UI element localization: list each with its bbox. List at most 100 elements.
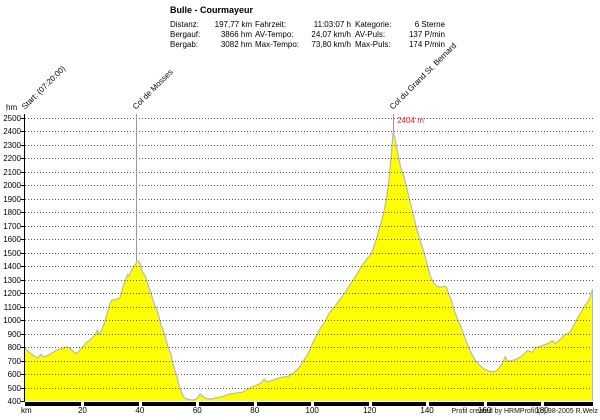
stat-value: 197,77 km <box>214 20 252 29</box>
stat-value: 3866 hm <box>220 30 252 39</box>
x-axis-label: km <box>21 406 32 415</box>
stat-label: AV-Tempo: <box>255 30 294 39</box>
y-tick-label: 500 <box>7 383 21 393</box>
gridline <box>25 158 593 160</box>
y-tick-label: 1500 <box>3 248 21 258</box>
elevation-fill <box>25 130 593 401</box>
y-tick-mark <box>21 212 24 214</box>
elevation-outline <box>25 131 593 400</box>
y-tick-mark <box>21 293 24 295</box>
y-tick-label: 2300 <box>3 140 21 150</box>
x-scale-gap <box>540 402 544 406</box>
stat-value: 174 P/min <box>408 40 445 49</box>
y-tick-mark <box>21 158 24 160</box>
x-tick-label: 80 <box>250 406 260 415</box>
y-tick-mark <box>21 252 24 254</box>
y-tick-label: 1900 <box>3 194 21 204</box>
y-axis-label: hm <box>6 103 18 112</box>
y-tick-mark <box>21 118 24 119</box>
gridline <box>25 374 593 376</box>
stats-column-time-speed: Fahrzeit: 11:03:07 h AV-Tempo: 24,07 km/h Ma… <box>255 20 351 50</box>
y-tick-mark <box>21 266 24 268</box>
y-tick-mark <box>21 131 24 133</box>
gridline <box>25 239 593 241</box>
gridline <box>25 252 593 254</box>
y-tick-label: 1800 <box>3 208 21 218</box>
y-tick-mark <box>21 185 24 187</box>
x-tick-label: 60 <box>192 406 202 415</box>
marker-line-2 <box>393 114 395 131</box>
y-tick-label: 1400 <box>3 262 21 272</box>
stat-label: Bergauf: <box>170 30 201 39</box>
gridline <box>25 320 593 322</box>
x-tick-label: 140 <box>420 406 434 415</box>
page-title: Bulle - Courmayeur <box>170 5 254 15</box>
x-scale-gap <box>368 402 372 406</box>
gridline <box>25 266 593 268</box>
y-tick-mark <box>21 198 24 200</box>
y-tick-mark <box>21 374 24 376</box>
y-tick-label: 1300 <box>3 275 21 285</box>
y-tick-label: 1100 <box>3 302 21 312</box>
x-tick-label: 20 <box>77 406 87 415</box>
y-tick-label: 400 <box>7 397 21 406</box>
stat-value: 24,07 km/h <box>311 30 351 39</box>
gridline <box>25 347 593 349</box>
y-tick-mark <box>21 333 24 335</box>
y-tick-mark <box>21 279 24 281</box>
x-scale-gap <box>138 402 142 406</box>
stat-label: Max-Puls: <box>355 40 391 49</box>
y-tick-label: 1000 <box>3 316 21 326</box>
x-tick-label: 100 <box>305 406 319 415</box>
stat-value: 137 P/min <box>408 30 445 39</box>
elevation-area-series <box>25 118 593 401</box>
marker-label-0: Start: (07:20:00) <box>19 64 68 112</box>
stat-label: Fahrzeit: <box>255 20 287 29</box>
stat-value: 73,80 km/h <box>311 40 351 49</box>
y-tick-mark <box>21 239 24 241</box>
y-tick-label: 800 <box>7 343 21 353</box>
gridline <box>25 279 593 281</box>
gridline <box>25 171 593 173</box>
y-tick-mark <box>21 144 24 146</box>
x-tick-label: 160 <box>477 406 492 415</box>
stats-column-distance: Distanz: 197,77 km Bergauf: 3866 hm Bergab: 3… <box>170 20 252 50</box>
peak-altitude-label: 2404 m <box>397 116 424 125</box>
x-scale-gap <box>426 402 430 406</box>
stat-value: 11:03:07 h <box>313 20 351 29</box>
gridline <box>25 144 593 146</box>
x-scale-gap <box>253 402 257 406</box>
y-tick-label: 1600 <box>3 235 21 245</box>
gridline <box>25 212 593 214</box>
y-tick-mark <box>21 225 24 227</box>
stats-column-pulse: Kategorie: 6 Sterne AV-Puls: 137 P/min Max-P… <box>355 20 445 50</box>
x-scale-gap <box>311 402 315 406</box>
stat-label: AV-Puls: <box>355 30 386 39</box>
y-tick-label: 700 <box>7 356 21 366</box>
marker-label-2: Col du Grand St. Bernard <box>388 41 459 112</box>
gridline <box>25 131 593 133</box>
y-axis-line <box>24 114 25 402</box>
gridline <box>25 333 593 335</box>
gridline <box>25 185 593 187</box>
gridline <box>25 360 593 362</box>
y-tick-label: 600 <box>7 370 21 380</box>
stat-value: 3082 hm <box>220 40 252 49</box>
y-tick-mark <box>21 171 24 173</box>
route-end-line <box>592 289 593 401</box>
y-tick-mark <box>21 387 24 389</box>
copyright-note: Profil created by HRMProfil (c) 98-2005 … <box>451 408 598 415</box>
y-tick-label: 1200 <box>3 289 21 299</box>
y-tick-mark <box>21 306 24 308</box>
marker-line-1 <box>136 114 138 262</box>
x-scale-gap <box>81 402 85 406</box>
gridline <box>25 306 593 308</box>
x-scale-gap <box>196 402 200 406</box>
plot-area <box>25 118 593 401</box>
gridline <box>25 293 593 295</box>
gridline <box>25 118 593 119</box>
x-scale-gap <box>483 402 487 406</box>
y-tick-mark <box>21 320 24 322</box>
stat-label: Kategorie: <box>355 20 392 29</box>
